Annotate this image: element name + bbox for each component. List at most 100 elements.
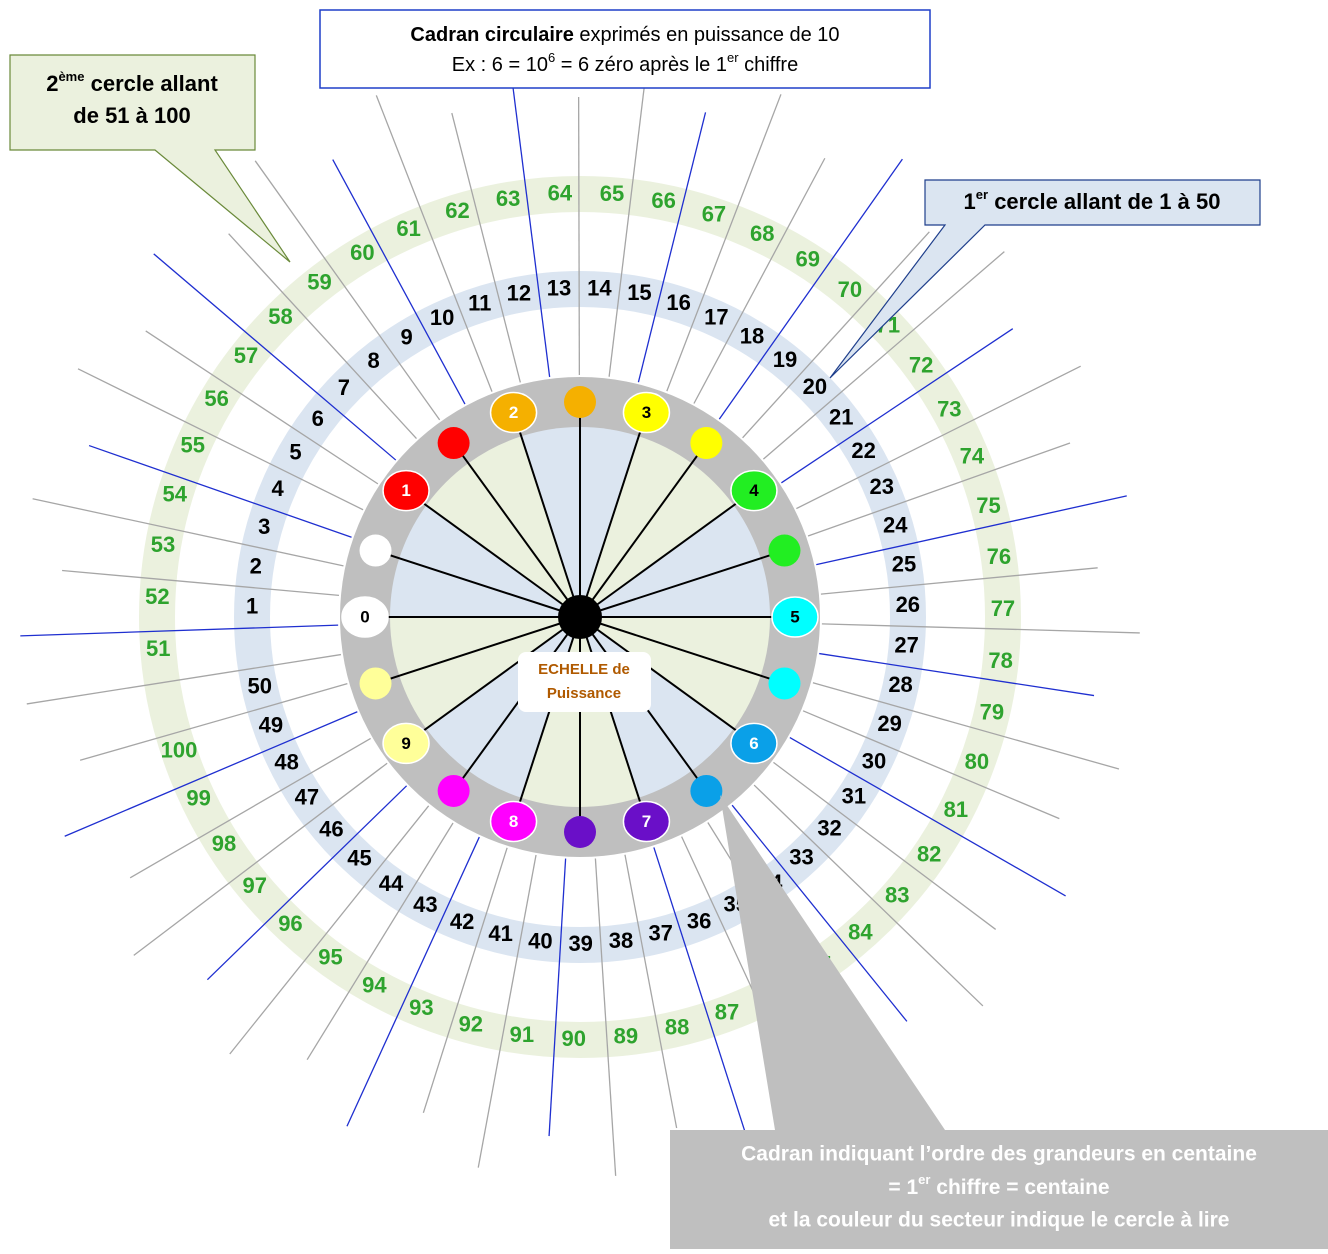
b: chiffre = centaine (930, 1176, 1109, 1199)
radial-line (816, 495, 1127, 566)
ring1-label: 30 (862, 748, 886, 773)
radial-line (228, 233, 417, 440)
ring2-label: 77 (991, 596, 1015, 621)
ring1-label: 39 (568, 931, 592, 956)
radial-line (145, 330, 379, 485)
spoke (579, 549, 785, 618)
radial-line (812, 682, 1120, 770)
ring2-label: 69 (796, 246, 820, 271)
ring2-label: 56 (204, 386, 228, 411)
ring2-label: 51 (146, 636, 170, 661)
ring2-label: 84 (848, 920, 873, 945)
digit-small-dot (564, 816, 596, 848)
callout-dial-line3: et la couleur du secteur indique le cerc… (768, 1209, 1229, 1232)
digit-small-dot (768, 534, 801, 567)
ring1-label: 12 (507, 281, 531, 306)
ring2-label: 72 (909, 353, 933, 378)
ex-sup2: er (727, 50, 739, 65)
callout-inner-box (829, 179, 1261, 379)
callout-outer-line1: 2ème cercle allant (46, 69, 218, 96)
radial-line (62, 569, 340, 597)
ring1-label: 11 (468, 291, 491, 316)
ring1-label: 29 (877, 711, 901, 736)
ring1-label: 16 (666, 290, 690, 315)
center-label: ECHELLE de (538, 661, 630, 678)
dial-sector (580, 617, 770, 729)
ring2-label: 57 (234, 343, 258, 368)
radial-line (254, 160, 441, 421)
spoke (579, 421, 645, 618)
radial-line (802, 710, 1060, 820)
ring2-label: 79 (980, 699, 1004, 724)
ex-sup: 6 (548, 50, 555, 65)
ring1-label: 37 (648, 921, 672, 946)
spoke (579, 616, 747, 739)
spoke (515, 421, 581, 618)
ring2-label: 90 (562, 1026, 586, 1051)
ring2-label: 73 (937, 397, 961, 422)
ring1-label: 45 (347, 846, 371, 871)
dial-sector (390, 505, 580, 617)
sup: er (976, 187, 988, 202)
ring2-label: 82 (917, 842, 941, 867)
ring1-label: 36 (687, 908, 711, 933)
ring2-label: 98 (212, 831, 236, 856)
ring1-label: 23 (870, 474, 894, 499)
ring1-band (234, 271, 926, 963)
ring2-label: 96 (278, 911, 302, 936)
digit-dot (622, 800, 671, 843)
digit-label: 2 (509, 403, 518, 422)
callout-dial-line2: = 1er chiffre = centaine (888, 1172, 1109, 1199)
callout-dial-box (670, 795, 1328, 1249)
callout-inner-text: 1er cercle allant de 1 à 50 (964, 187, 1221, 214)
ring1-label: 2 (250, 553, 262, 578)
ring1-label: 47 (295, 785, 319, 810)
ring2-band (139, 176, 1021, 1058)
ring2-label: 100 (161, 737, 198, 762)
ring1-label: 25 (892, 552, 916, 577)
ring2-label: 83 (885, 883, 909, 908)
ring2-label: 97 (242, 873, 266, 898)
radial-line (509, 61, 551, 377)
ring2-label: 61 (396, 216, 420, 241)
radial-line (20, 624, 339, 637)
dial-sector (426, 436, 580, 617)
digit-small-dot (564, 386, 596, 418)
radial-line (773, 761, 997, 930)
ring1-label: 13 (547, 275, 571, 300)
ring2-label: 68 (750, 221, 774, 246)
spoke (413, 616, 581, 739)
example: Ex : 6 = 106 = 6 zéro après le 1er chiff… (452, 50, 798, 76)
ring1-label: 18 (740, 324, 764, 349)
num: 1 (964, 189, 976, 214)
spoke (375, 549, 581, 618)
digit-label: 7 (642, 812, 651, 831)
ring1-label: 19 (773, 347, 797, 372)
digit-dot (771, 596, 819, 638)
spoke (579, 442, 708, 618)
radial-line (548, 858, 567, 1137)
digit-dot (489, 800, 538, 843)
radial-line (637, 112, 707, 383)
ring1-label: 14 (587, 275, 612, 300)
ring1-label: 5 (289, 440, 301, 465)
digit-small-dot (359, 534, 392, 567)
center-dot (558, 595, 602, 639)
radial-line (718, 158, 903, 420)
ring2-label: 64 (548, 180, 573, 205)
ring1-label: 9 (400, 324, 412, 349)
ring2-label: 81 (944, 797, 968, 822)
sup: ème (58, 69, 84, 84)
ring1-label: 46 (319, 817, 343, 842)
callout-dial-line1: Cadran indiquant l’ordre des grandeurs e… (741, 1143, 1257, 1166)
title-bold: Cadran circulaire (410, 24, 573, 46)
radial-line (693, 157, 826, 404)
radial-line (653, 847, 752, 1151)
digit-label: 9 (401, 734, 410, 753)
radial-line (375, 95, 493, 392)
radial-line (346, 836, 480, 1127)
callout-outer-line2: de 51 à 100 (73, 103, 190, 128)
ring2-label: 94 (362, 972, 387, 997)
ring2-label: 76 (987, 544, 1011, 569)
